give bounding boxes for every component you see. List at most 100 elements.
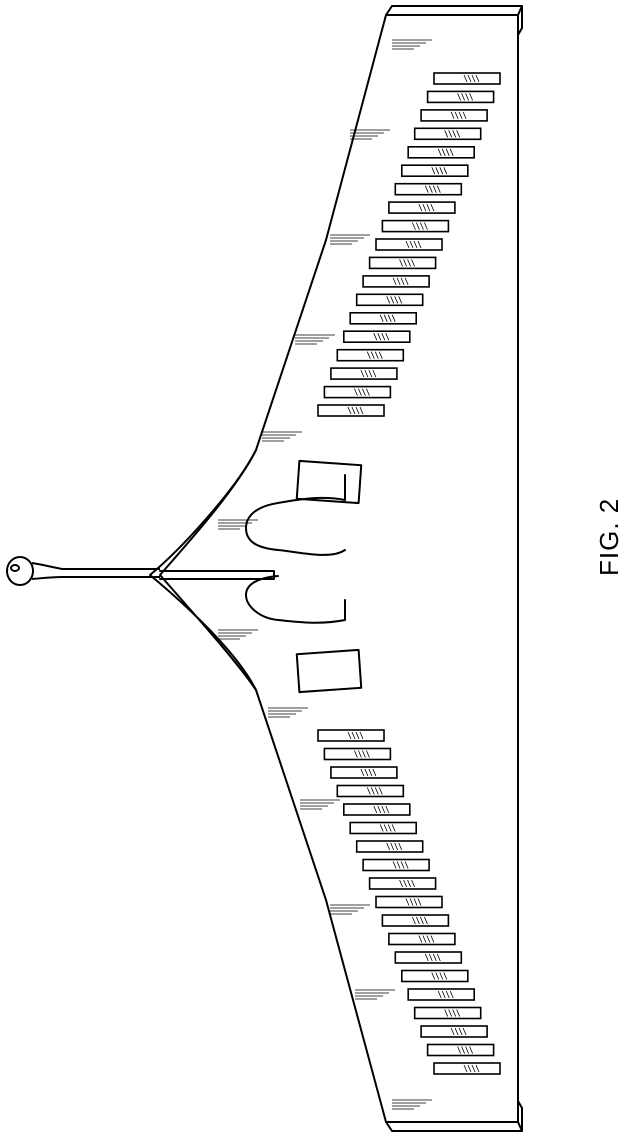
bottom-wing-slot-hatch	[362, 751, 365, 758]
top-wing-slot	[428, 91, 494, 102]
bottom-wing-slot-hatch	[419, 936, 422, 943]
top-wing-slot-hatch	[379, 352, 382, 359]
plate-outline	[150, 15, 518, 1122]
top-wing-slot-hatch	[388, 315, 391, 322]
bottom-wing-slot	[389, 934, 455, 945]
bottom-wing-slot-hatch	[379, 788, 382, 795]
top-wing-slot-hatch	[392, 315, 395, 322]
top-wing-slot-hatch	[418, 241, 421, 248]
top-wing-slot-hatch	[419, 204, 422, 211]
bottom-wing-slot	[395, 952, 461, 963]
bottom-wing-slot-hatch	[369, 769, 372, 776]
bottom-wing-slot-hatch	[405, 862, 408, 869]
bottom-wing-slot-hatch	[440, 973, 443, 980]
bottom-wing-slot	[324, 749, 390, 760]
bottom-wing-slot-hatch	[431, 936, 434, 943]
top-wing-slot-hatch	[412, 259, 415, 266]
bottom-wing-slot-hatch	[451, 1028, 454, 1035]
top-wing-slot-hatch	[406, 241, 409, 248]
top-wing-slot	[363, 276, 429, 287]
bottom-wing-slot-hatch	[410, 899, 413, 906]
bottom-wing-slot-hatch	[468, 1065, 471, 1072]
top-wing-slot-hatch	[358, 389, 361, 396]
bottom-wing-slot-hatch	[433, 954, 436, 961]
top-wing-slot-hatch	[404, 259, 407, 266]
bottom-wing-slot-hatch	[392, 825, 395, 832]
bottom-wing-slot-hatch	[459, 1028, 462, 1035]
bottom-wing-slot	[376, 897, 442, 908]
top-wing-slot-hatch	[450, 149, 453, 156]
bottom-wing-slot-hatch	[373, 769, 376, 776]
bottom-wing-slot	[370, 878, 436, 889]
bottom-wing-slot-hatch	[367, 788, 370, 795]
figure-label: FIG. 2	[594, 498, 625, 576]
bottom-wing-slot-hatch	[436, 973, 439, 980]
top-wing-slot-hatch	[457, 130, 460, 137]
bottom-wing-slot	[434, 1063, 500, 1074]
bottom-wing-slot-hatch	[374, 806, 377, 813]
top-wing-slot	[350, 313, 416, 324]
top-wing-slot-hatch	[425, 186, 428, 193]
top-wing-slot-hatch	[400, 259, 403, 266]
bottom-wing-slot	[357, 841, 423, 852]
bottom-wing-slot	[331, 767, 397, 778]
bottom-wing-slot	[337, 786, 403, 797]
bottom-wing-slot-hatch	[401, 862, 404, 869]
top-wing-slot	[402, 165, 468, 176]
top-wing-slot-hatch	[412, 223, 415, 230]
bottom-wing-slot-hatch	[382, 806, 385, 813]
top-wing-slot-hatch	[420, 223, 423, 230]
bottom-wing-slot-hatch	[429, 954, 432, 961]
top-wing-slot-hatch	[464, 75, 467, 82]
top-wing-slot-hatch	[360, 407, 363, 414]
bottom-wing-slot-hatch	[420, 917, 423, 924]
top-wing-slot-hatch	[365, 370, 368, 377]
bottom-wing-slot-hatch	[378, 806, 381, 813]
bottom-wing-slot-hatch	[466, 1047, 469, 1054]
top-wing-slot	[389, 202, 455, 213]
bottom-wing-slot-hatch	[380, 825, 383, 832]
top-wing-slot-hatch	[463, 112, 466, 119]
top-wing-slot-hatch	[476, 75, 479, 82]
top-wing-slot	[324, 387, 390, 398]
bottom-wing-slot-hatch	[418, 899, 421, 906]
top-wing-slot-hatch	[348, 407, 351, 414]
top-wing-slot-hatch	[399, 296, 402, 303]
bottom-wing-slot-hatch	[388, 825, 391, 832]
bottom-wing-slot-hatch	[450, 991, 453, 998]
bottom-wing-slot	[408, 989, 474, 1000]
bottom-wing-slot-hatch	[438, 991, 441, 998]
top-wing-slot-hatch	[395, 296, 398, 303]
bottom-wing-slot-hatch	[464, 1065, 467, 1072]
bottom-wing-slot-hatch	[397, 862, 400, 869]
top-wing-slot-hatch	[472, 75, 475, 82]
top-wing-slot-hatch	[356, 407, 359, 414]
top-wing-slot	[395, 184, 461, 195]
bottom-wing-slot	[421, 1026, 487, 1037]
top-wing-slot-hatch	[384, 315, 387, 322]
top-wing-slot-hatch	[444, 167, 447, 174]
bottom-wing-slot-hatch	[457, 1010, 460, 1017]
top-wing-slot-hatch	[386, 333, 389, 340]
bottom-wing-slot-hatch	[366, 751, 369, 758]
bottom-wing-slot-hatch	[391, 843, 394, 850]
bottom-wing-slot-hatch	[442, 991, 445, 998]
top-wing-slot-hatch	[373, 370, 376, 377]
top-wing-slot-hatch	[432, 167, 435, 174]
surface-hatching	[218, 40, 432, 1109]
handle-neck	[32, 563, 62, 579]
bottom-wing-slot-hatch	[414, 899, 417, 906]
top-wing-slot-hatch	[374, 333, 377, 340]
bottom-wing-slot-hatch	[455, 1028, 458, 1035]
bottom-wing-slot-hatch	[423, 936, 426, 943]
bottom-wing-slot	[318, 730, 384, 741]
bottom-wing-slot	[382, 915, 448, 926]
top-wing-slot-hatch	[468, 75, 471, 82]
bottom-wing-slot-hatch	[352, 732, 355, 739]
bottom-wing-slot-hatch	[393, 862, 396, 869]
bottom-wing-slot-hatch	[371, 788, 374, 795]
handle-knob-highlight	[11, 565, 19, 571]
top-wing-slot-hatch	[442, 149, 445, 156]
top-wing-slot-hatch	[466, 93, 469, 100]
top-wing-slot-hatch	[380, 315, 383, 322]
